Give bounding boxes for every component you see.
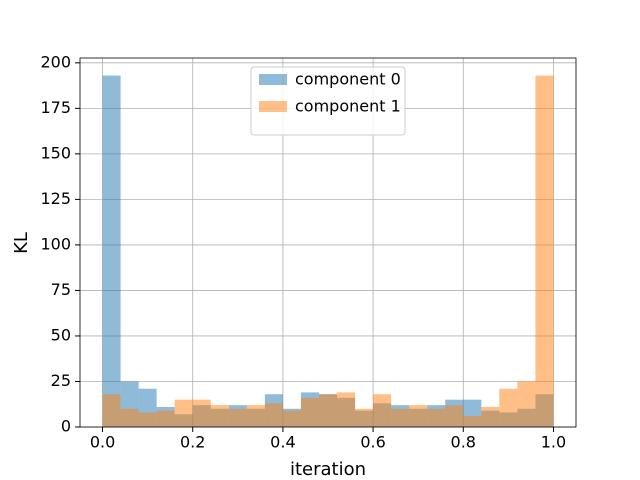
histogram-bar (102, 75, 121, 428)
histogram-bar (427, 408, 446, 427)
x-tick-label: 1.0 (541, 433, 566, 452)
y-tick-label: 50 (51, 325, 71, 344)
histogram-bar (228, 408, 247, 427)
histogram-bar (535, 75, 554, 428)
histogram-bar (102, 394, 121, 427)
histogram-bar (246, 405, 265, 427)
legend-swatch (259, 101, 287, 112)
y-tick-label: 75 (51, 280, 71, 299)
histogram-bar (210, 405, 229, 427)
histogram-bar (409, 405, 428, 427)
y-tick-label: 25 (51, 371, 71, 390)
histogram-bar (120, 408, 139, 427)
y-tick-label: 0 (61, 417, 71, 436)
y-tick-label: 100 (40, 234, 71, 253)
x-tick-label: 0.4 (270, 433, 295, 452)
y-tick-label: 125 (40, 189, 71, 208)
histogram-bar (300, 397, 319, 427)
x-tick-label: 0.2 (180, 433, 205, 452)
histogram-bar (264, 403, 283, 427)
y-tick-label: 150 (40, 143, 71, 162)
histogram-bar (445, 405, 464, 427)
histogram-bar (318, 394, 338, 427)
plot-frame (79, 57, 577, 428)
legend-swatch (259, 74, 287, 85)
histogram-bar (481, 406, 500, 427)
histogram-bar (355, 408, 374, 427)
histogram-bar (499, 388, 518, 427)
y-axis-label: KL (11, 232, 32, 254)
legend-label: component 0 (295, 70, 401, 89)
x-tick-label: 0.6 (360, 433, 385, 452)
histogram-bar (174, 399, 193, 427)
histogram-bar (373, 394, 392, 427)
histogram-bar (192, 399, 211, 427)
legend-label: component 1 (295, 97, 401, 116)
y-tick-label: 175 (40, 98, 71, 117)
x-axis-label: iteration (290, 459, 366, 480)
histogram-bar (282, 410, 301, 427)
histogram-bar (138, 412, 157, 427)
histogram-bar (391, 408, 410, 427)
y-tick-label: 200 (40, 52, 71, 71)
histogram-bar (337, 392, 356, 427)
x-tick-label: 0.8 (451, 433, 476, 452)
x-tick-label: 0.0 (90, 433, 115, 452)
histogram-bar (517, 381, 536, 427)
histogram-bar (463, 416, 482, 427)
histogram-bar (156, 410, 175, 427)
legend-box (250, 66, 406, 136)
